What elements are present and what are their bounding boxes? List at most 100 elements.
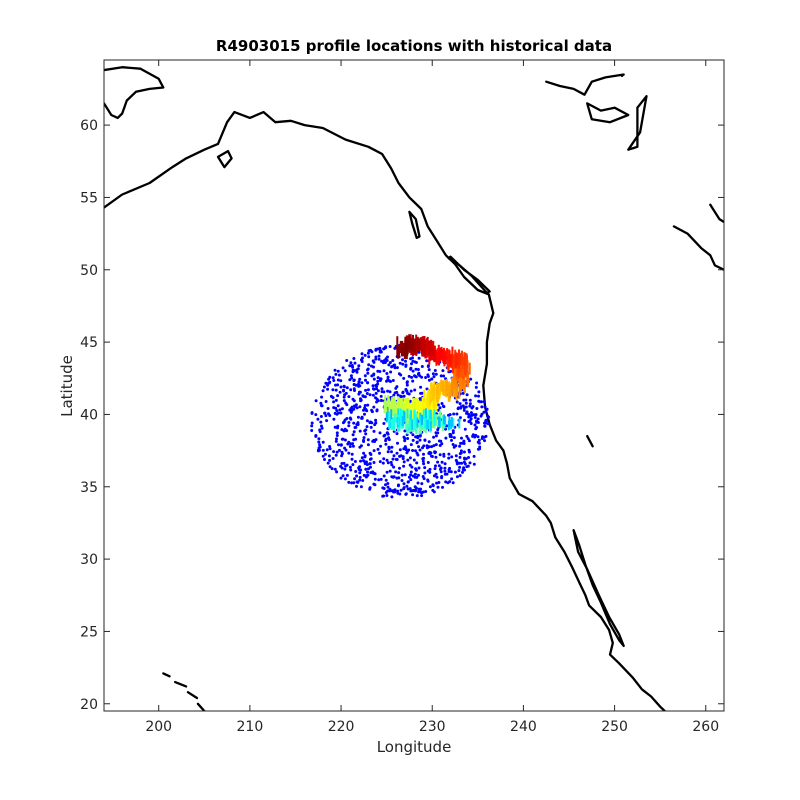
historical-point xyxy=(349,442,352,446)
historical-point xyxy=(338,448,341,452)
historical-point xyxy=(371,393,375,397)
historical-point xyxy=(478,400,482,404)
historical-point xyxy=(339,411,343,415)
historical-point xyxy=(366,443,370,447)
profile-point xyxy=(468,362,471,375)
historical-point xyxy=(335,409,339,413)
profile-point xyxy=(414,398,417,411)
historical-point xyxy=(343,446,347,450)
historical-point xyxy=(451,443,455,446)
historical-point xyxy=(326,461,330,465)
historical-point xyxy=(378,370,382,373)
historical-point xyxy=(393,346,397,350)
profile-point xyxy=(466,373,469,386)
historical-point xyxy=(354,383,358,387)
historical-point xyxy=(342,384,346,388)
profile-point xyxy=(396,417,399,428)
historical-point xyxy=(452,436,456,440)
profile-point xyxy=(406,422,409,435)
y-tick-label: 20 xyxy=(80,697,98,713)
historical-point xyxy=(411,433,415,437)
historical-point xyxy=(433,450,437,454)
profile-point xyxy=(424,345,427,358)
historical-point xyxy=(421,459,425,463)
historical-point xyxy=(415,494,419,498)
historical-point xyxy=(371,387,375,391)
historical-point xyxy=(420,365,424,368)
historical-point xyxy=(334,372,338,376)
historical-point xyxy=(341,474,345,478)
historical-point xyxy=(467,439,471,443)
historical-point xyxy=(440,402,444,405)
historical-point xyxy=(428,485,432,489)
historical-point xyxy=(440,476,444,480)
profile-point xyxy=(449,354,452,366)
historical-point xyxy=(475,381,479,385)
historical-point xyxy=(467,448,471,452)
profile-point xyxy=(432,396,435,408)
historical-point xyxy=(418,448,422,452)
historical-point xyxy=(395,366,399,370)
historical-point xyxy=(361,394,365,398)
historical-point xyxy=(365,419,369,423)
profile-point xyxy=(436,382,438,395)
historical-point xyxy=(422,452,425,456)
profile-point xyxy=(385,412,388,423)
historical-point xyxy=(382,434,386,438)
historical-point xyxy=(356,415,360,419)
y-tick-label: 25 xyxy=(80,624,98,640)
y-tick-label: 55 xyxy=(80,190,98,206)
historical-point xyxy=(413,374,417,378)
historical-point xyxy=(342,388,345,392)
historical-point xyxy=(395,385,399,389)
historical-point xyxy=(422,462,426,466)
historical-point xyxy=(465,393,469,397)
historical-point xyxy=(348,445,352,448)
historical-point xyxy=(413,360,417,364)
profile-point xyxy=(438,353,440,366)
historical-point xyxy=(435,475,439,479)
historical-point xyxy=(360,381,364,385)
profile-point xyxy=(453,381,456,394)
historical-point xyxy=(443,466,447,470)
historical-point xyxy=(330,467,334,471)
historical-point xyxy=(339,464,343,468)
historical-point xyxy=(478,447,482,451)
historical-point xyxy=(461,470,464,474)
historical-point xyxy=(368,462,372,466)
historical-point xyxy=(396,441,399,445)
historical-point xyxy=(467,415,471,419)
historical-point xyxy=(351,368,355,372)
historical-point xyxy=(352,430,356,434)
profile-point xyxy=(423,419,425,432)
historical-point xyxy=(432,444,436,448)
historical-point xyxy=(403,473,407,477)
historical-point xyxy=(393,366,397,370)
profile-point xyxy=(412,341,415,354)
historical-point xyxy=(462,398,466,402)
historical-point xyxy=(373,477,377,481)
coastline-east-edge-2 xyxy=(709,203,724,224)
historical-point xyxy=(351,397,355,401)
x-tick-label: 240 xyxy=(510,719,537,735)
historical-point xyxy=(319,401,323,405)
x-tick-label: 200 xyxy=(145,719,172,735)
historical-point xyxy=(379,444,383,448)
profile-point xyxy=(412,334,414,347)
historical-point xyxy=(397,471,401,475)
historical-point xyxy=(459,451,463,455)
historical-point xyxy=(389,460,393,464)
historical-point xyxy=(354,425,358,429)
historical-point xyxy=(372,461,376,464)
historical-point xyxy=(400,479,404,482)
historical-point xyxy=(314,434,318,438)
profile-point xyxy=(429,409,432,420)
historical-point xyxy=(458,416,462,420)
historical-point xyxy=(321,454,325,458)
coastline-hudson-bay-west xyxy=(627,95,648,151)
historical-point xyxy=(367,363,371,367)
historical-point xyxy=(364,378,367,382)
profile-point xyxy=(461,350,463,363)
historical-point xyxy=(351,433,355,437)
coastline-hawaii-3 xyxy=(186,691,199,700)
